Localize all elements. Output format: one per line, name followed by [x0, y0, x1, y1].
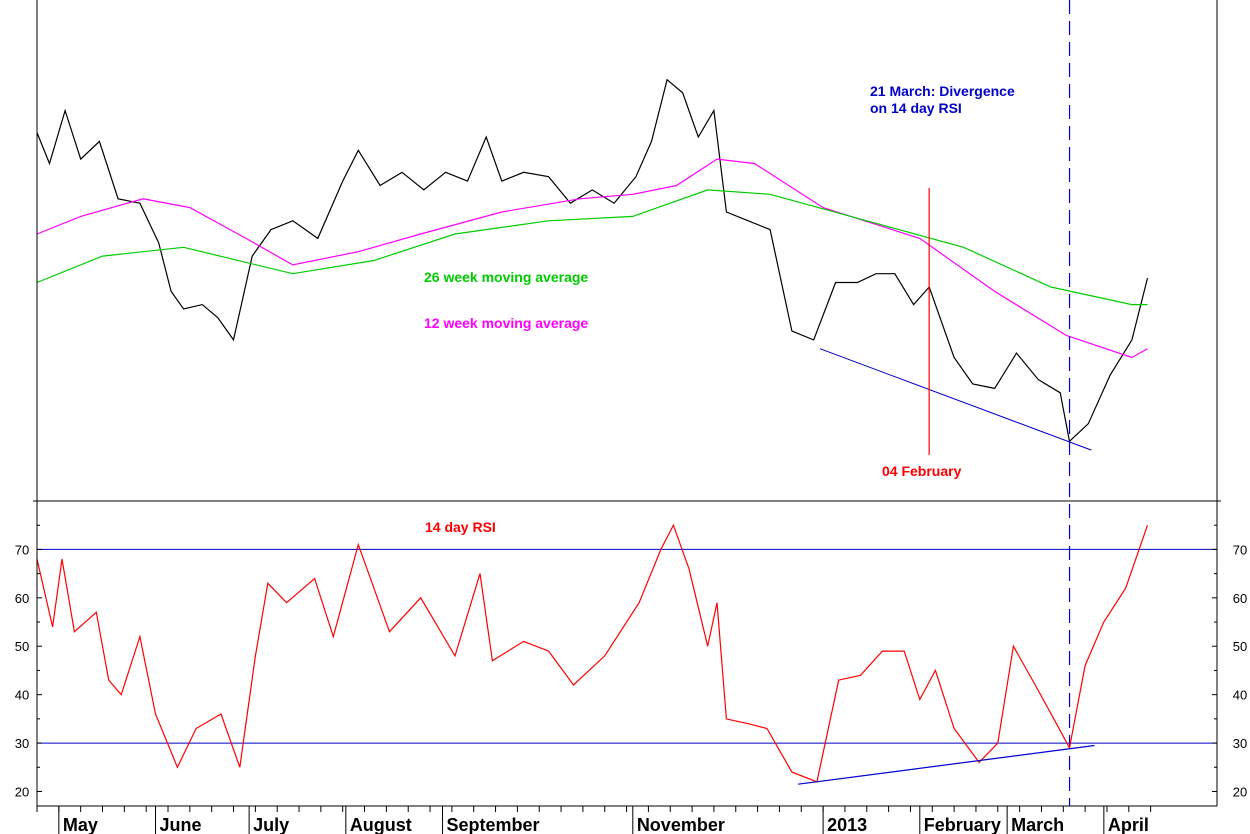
price-trendline — [819, 348, 1092, 451]
rsi-tick-left: 40 — [15, 688, 29, 703]
divergence-label-line1: 21 March: Divergence — [870, 83, 1015, 99]
month-label: February — [924, 815, 1001, 834]
price-series-group — [36, 78, 1149, 443]
month-label: June — [160, 815, 202, 834]
month-axis: May June July August September November 2013 Fe… — [36, 806, 1152, 834]
rsi-series-group — [36, 523, 1149, 785]
month-label: March — [1011, 815, 1064, 834]
chart-labels: 26 week moving average 12 week moving av… — [424, 83, 1015, 535]
ma26-label: 26 week moving average — [424, 269, 588, 285]
month-label: May — [63, 815, 98, 834]
ma12-line — [36, 158, 1148, 359]
rsi-title: 14 day RSI — [425, 519, 496, 535]
rsi-tick-right: 40 — [1233, 688, 1247, 703]
price-annotations-group — [819, 0, 1092, 806]
divergence-label-line2: on 14 day RSI — [870, 100, 962, 116]
price-line — [36, 78, 1149, 443]
february-event-label: 04 February — [882, 463, 962, 479]
rsi-tick-right: 50 — [1233, 639, 1247, 654]
rsi-line — [36, 523, 1149, 783]
rsi-trendline — [798, 744, 1095, 785]
rsi-tick-right: 20 — [1233, 784, 1247, 799]
rsi-tick-right: 70 — [1233, 542, 1247, 557]
month-label: September — [447, 815, 540, 834]
ma26-line — [36, 189, 1148, 306]
month-label: August — [350, 815, 412, 834]
month-label: November — [637, 815, 725, 834]
rsi-panel: 20 20 30 30 40 40 50 50 60 60 70 70 — [15, 523, 1247, 799]
month-label: April — [1108, 815, 1149, 834]
chart-frame — [33, 0, 1221, 807]
rsi-tick-right: 60 — [1233, 591, 1247, 606]
rsi-tick-left: 50 — [15, 639, 29, 654]
month-label: 2013 — [827, 815, 867, 834]
rsi-axis-ticks: 20 20 30 30 40 40 50 50 60 60 70 70 — [15, 524, 1247, 799]
rsi-tick-left: 60 — [15, 591, 29, 606]
price-panel — [36, 0, 1149, 806]
rsi-tick-left: 20 — [15, 784, 29, 799]
rsi-tick-right: 30 — [1233, 736, 1247, 751]
rsi-tick-left: 70 — [15, 542, 29, 557]
rsi-tick-left: 30 — [15, 736, 29, 751]
rsi-level-lines — [37, 548, 1217, 744]
month-label: July — [253, 815, 289, 834]
ma12-label: 12 week moving average — [424, 315, 588, 331]
